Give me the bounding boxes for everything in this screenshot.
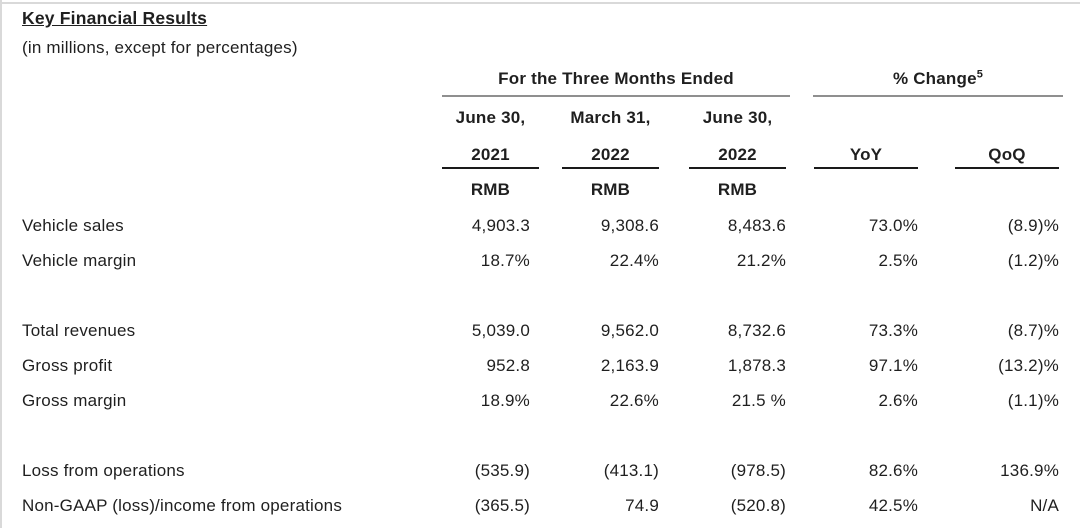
cell-value: (1.1)% [1007,391,1060,410]
cell-value: 8,483.6 [727,216,787,235]
cell-value: 136.9% [1000,461,1060,480]
page-title: Key Financial Results [22,8,208,28]
group-header-three-months-label: For the Three Months Ended [442,69,791,97]
cell-value: 82.6% [868,461,919,480]
cell-value: 21.2% [736,251,787,270]
col-header-year: 2021 [442,145,539,169]
group-header-row: For the Three Months Ended % Change5 [22,68,1064,97]
col-header-date: June 30, [702,108,773,127]
cell-value: (413.1) [603,461,659,480]
footnote-superscript: 5 [976,68,984,81]
table-row: Total revenues 5,039.0 9,562.0 8,732.6 73.3%… [22,313,1063,348]
col-header-jun30-2022: June 30, 2022 RMB [663,97,790,208]
row-label: Non-GAAP (loss)/income from operations [22,496,343,515]
cell-value: 952.8 [486,356,530,375]
col-header-date: March 31, [570,108,651,127]
col-header-year: QoQ [955,145,1060,169]
row-label: Vehicle margin [22,251,137,270]
cell-value: (1.2)% [1007,251,1060,270]
row-label: Gross margin [22,391,127,410]
cell-value: (365.5) [474,496,530,515]
cell-value: (13.2)% [998,356,1060,375]
col-header-jun30-2021: June 30, 2021 RMB [442,97,539,208]
empty-header-cell [22,97,442,208]
cell-value: 2.5% [878,251,919,270]
cell-value: 8,732.6 [727,321,787,340]
spacer-cell [22,418,1063,453]
row-label: Total revenues [22,321,136,340]
row-label: Gross profit [22,356,113,375]
currency-unit-label [955,169,1059,199]
group-header-text: % Change [892,69,977,88]
col-header-date [955,97,1059,127]
cell-value: 5,039.0 [471,321,530,340]
table-row: Gross profit 952.8 2,163.9 1,878.3 97.1% (13.… [22,348,1063,383]
cell-value: 2,163.9 [600,356,659,375]
table-body: Vehicle sales 4,903.3 9,308.6 8,483.6 73.0% (… [22,208,1063,523]
cell-value: 4,903.3 [471,216,530,235]
cell-value: 18.7% [480,251,530,270]
currency-unit-label: RMB [717,180,758,199]
cell-value: 18.9% [480,391,530,410]
empty-header-cell [22,69,442,97]
cell-value: (8.7)% [1007,321,1060,340]
col-header-yoy: YoY [790,97,922,208]
col-header-year: 2022 [562,145,659,169]
col-header-year: YoY [814,145,919,169]
group-header-pct-change-label: % Change5 [813,68,1064,97]
cell-value: 74.9 [625,496,659,515]
row-label: Vehicle sales [22,216,124,235]
currency-unit-label: RMB [470,180,511,199]
group-header-text: For the Three Months Ended [498,69,734,88]
left-border-line [0,0,2,528]
col-header-mar31-2022: March 31, 2022 RMB [534,97,663,208]
currency-unit-label [814,169,918,199]
top-border-line [0,2,1080,4]
table-row: Vehicle sales 4,903.3 9,308.6 8,483.6 73.0% (… [22,208,1063,243]
cell-value: (535.9) [474,461,530,480]
group-header-three-months: For the Three Months Ended [442,69,791,97]
spacer-cell [22,278,1063,313]
cell-value: (8.9)% [1007,216,1060,235]
col-header-date [814,97,918,127]
spacer-row [22,418,1063,453]
column-header-row: June 30, 2021 RMB March 31, 2022 RMB Jun… [22,97,1063,208]
cell-value: 97.1% [868,356,919,375]
cell-value: 2.6% [878,391,919,410]
col-header-date: June 30, [455,108,526,127]
col-header-qoq: QoQ [922,97,1063,208]
cell-value: 22.6% [609,391,659,410]
cell-value: 9,308.6 [600,216,659,235]
spacer-row [22,278,1063,313]
cell-value: 73.0% [868,216,919,235]
cell-value: 9,562.0 [600,321,659,340]
cell-value: 1,878.3 [727,356,787,375]
cell-value: 21.5 % [731,391,787,410]
cell-value: N/A [1030,496,1060,515]
row-label: Loss from operations [22,461,185,480]
cell-value: 73.3% [868,321,919,340]
page-subtitle: (in millions, except for percentages) [22,38,298,57]
group-header-pct-change: % Change5 [790,68,1064,97]
cell-value: (978.5) [730,461,787,480]
table-row: Vehicle margin 18.7% 22.4% 21.2% 2.5% (1.2)% [22,243,1063,278]
col-header-year: 2022 [689,145,787,169]
table-row: Non-GAAP (loss)/income from operations (3… [22,488,1063,523]
cell-value: (520.8) [730,496,787,515]
financial-results-table: For the Three Months Ended % Change5 Jun… [22,68,1064,523]
cell-value: 22.4% [609,251,659,270]
table-row: Loss from operations (535.9) (413.1) (978.5… [22,453,1063,488]
cell-value: 42.5% [868,496,919,515]
currency-unit-label: RMB [590,180,631,199]
table-row: Gross margin 18.9% 22.6% 21.5 % 2.6% (1.1)% [22,383,1063,418]
